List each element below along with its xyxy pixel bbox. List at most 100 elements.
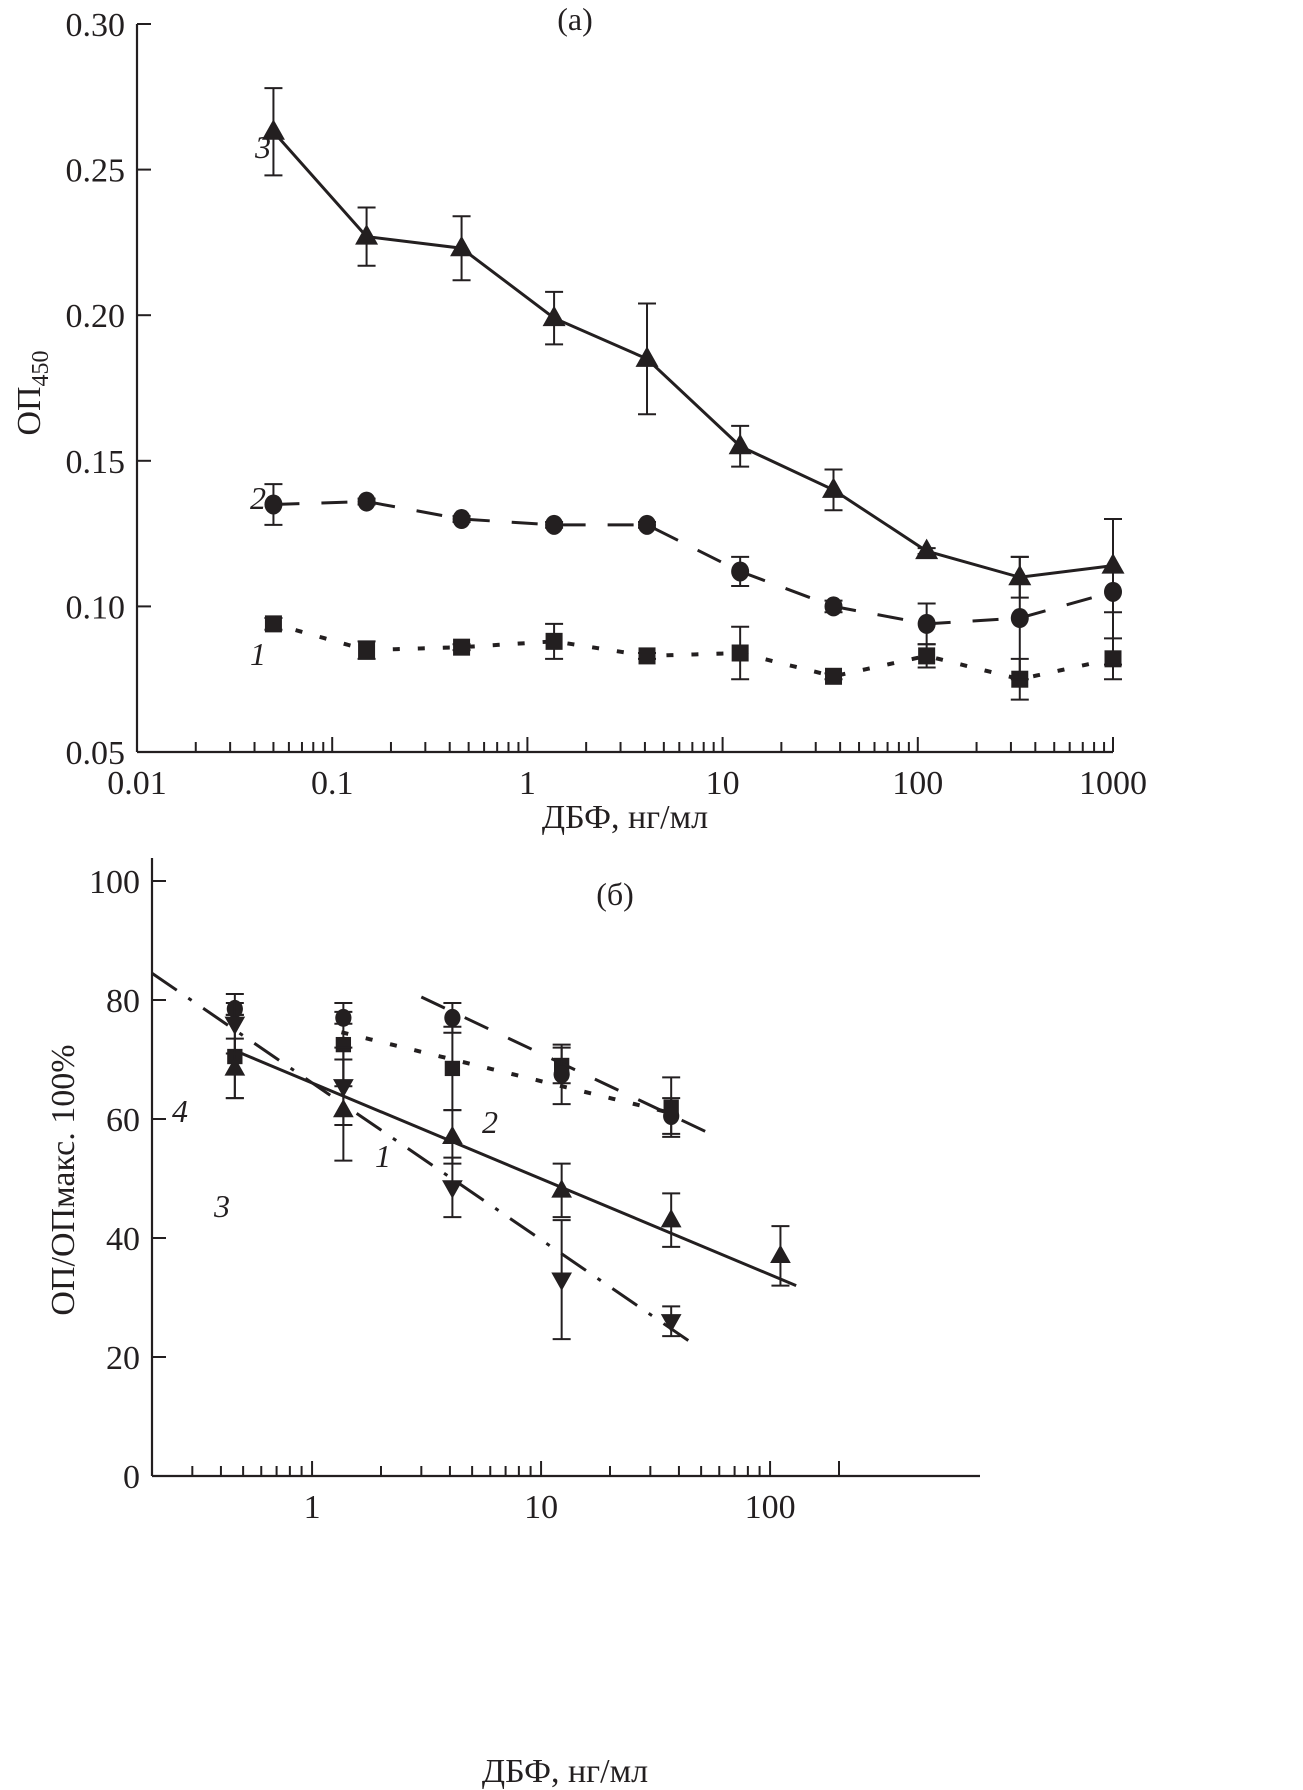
series-line [270,621,1116,682]
data-point-circle [452,509,471,530]
panel-a-y-ticks: 0.05 0.10 0.15 0.20 0.25 0.30 [66,7,151,772]
curve-label-2: 2 [482,1104,498,1140]
data-point-triangle-down [333,1079,354,1098]
data-point-triangle-up [728,433,752,455]
data-point-triangle-up [915,538,939,560]
svg-text:ОП450: ОП450 [11,350,54,435]
data-point-circle [444,1008,461,1027]
data-point-triangle-down [224,1016,246,1036]
series-line [273,500,1114,626]
series-2 [225,995,712,1136]
data-point-square [444,1060,461,1077]
curve-label-3: 3 [213,1188,230,1224]
curve-label-1: 1 [250,636,266,672]
series-2 [264,483,1122,681]
data-point-circle [553,1065,570,1084]
curve-label-3: 3 [254,129,271,165]
x-tick-label: 1 [519,765,536,802]
data-point-triangle-up [770,1244,791,1264]
panel-a-x-axis-title: ДБФ, нг/мл [542,799,708,836]
x-tick-label: 100 [892,765,943,802]
data-point-triangle-down [442,1180,463,1199]
panel-a: 0.050.100.150.200.250.30 0.01 0.1 1 10 100 10… [11,1,1147,836]
x-tick-label: 0.1 [311,765,354,802]
panel-b-series: 1 2 3 4 [151,971,797,1344]
curve-label-2: 2 [250,480,266,516]
panel-b-x-ticks: 1 10 100 [151,1461,840,1526]
data-point-triangle-down [660,1314,682,1333]
panel-b-y-ticks: 0 20 40 60 80 100 [89,864,166,1496]
data-point-square [918,647,936,665]
data-point-square [731,644,749,662]
curve-label-1: 1 [375,1138,391,1174]
fit-line [151,971,692,1344]
series-3 [224,1037,797,1287]
data-point-square [825,667,843,685]
y-tick-label: 0.10 [66,589,126,626]
x-tick-label: 10 [524,1489,558,1526]
data-point-triangle-up [450,235,474,257]
panel-a-x-ticks: 0.01 0.1 1 10 100 1000 [107,737,1147,802]
y-tick-label: 0.30 [66,7,126,44]
y-tick-label: 60 [106,1102,140,1139]
series-4 [151,971,692,1344]
panel-a-label: (a) [557,1,593,37]
data-point-circle [1010,608,1029,629]
data-point-triangle-up [660,1208,682,1228]
data-point-square [264,615,282,633]
data-point-square [545,632,563,650]
panel-a-series: 1 2 3 [250,87,1125,701]
x-tick-label: 10 [706,765,740,802]
data-point-circle [357,491,376,512]
data-point-triangle-up [261,119,285,140]
data-point-circle [335,1008,352,1027]
data-point-triangle-up [635,346,659,367]
data-point-triangle-up [551,1179,573,1198]
panel-b-x-axis-title: ДБФ, нг/мл [482,1753,648,1790]
y-tick-label: 0.25 [66,153,126,190]
y-tick-label: 0.15 [66,444,126,481]
data-point-circle [545,514,564,535]
data-point-circle [824,596,843,617]
data-point-circle [917,613,936,634]
x-tick-label: 0.01 [107,765,167,802]
data-point-square [358,641,376,659]
y-tick-label: 40 [106,1221,140,1258]
panel-b-y-axis-title: ОП/ОПмакс. 100% [45,1044,82,1315]
series-1 [264,615,1122,701]
fit-line [420,995,712,1136]
panel-a-y-axis-title-main: ОП [11,386,48,435]
fit-line [234,1049,797,1287]
data-point-circle [731,561,750,582]
data-point-circle [638,514,657,535]
curve-label-4: 4 [172,1093,188,1129]
data-point-triangle-up [822,477,846,498]
series-line [272,130,1114,579]
fit-line [340,1030,674,1116]
y-tick-label: 80 [106,983,140,1020]
data-point-triangle-up [224,1057,246,1076]
x-tick-label: 1 [304,1489,321,1526]
panel-b-label: (б) [596,876,634,912]
y-tick-label: 100 [89,864,140,901]
series-3 [261,87,1125,614]
data-point-square [638,647,656,665]
y-tick-label: 0 [123,1459,140,1496]
data-point-triangle-up [442,1125,463,1145]
data-point-triangle-up [542,305,566,327]
x-tick-label: 1000 [1079,765,1147,802]
data-point-triangle-up [355,224,379,245]
panel-a-y-axis-title: ОП450 [11,350,54,435]
panel-a-y-axis-title-sub: 450 [28,350,54,386]
data-point-triangle-down [551,1272,573,1291]
y-tick-label: 0.20 [66,298,126,335]
x-tick-label: 100 [745,1489,796,1526]
panel-b: 0 20 40 60 80 100 1 10 100 (б) ДБФ, нг/мл ОП/ОП… [45,858,980,1790]
y-tick-label: 20 [106,1340,140,1377]
y-tick-label: 0.05 [66,735,126,772]
data-point-triangle-up [1008,564,1032,586]
data-point-circle [264,494,283,515]
data-point-triangle-up [1101,553,1125,574]
data-point-circle [663,1107,680,1126]
data-point-square [453,638,471,656]
